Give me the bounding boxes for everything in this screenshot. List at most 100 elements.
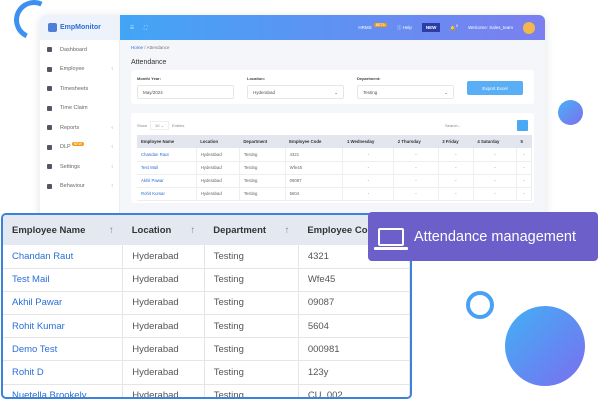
sidebar-item-reports[interactable]: Reports ‹: [40, 118, 119, 138]
column-header[interactable]: Employee Name: [137, 135, 197, 148]
employee-link[interactable]: Rohit Kumar: [3, 314, 124, 339]
employee-link[interactable]: Test Mail: [137, 161, 197, 175]
table-cell: Hyderabad: [196, 187, 240, 201]
help-label: Help: [402, 24, 412, 30]
attendance-cell: -: [473, 187, 517, 201]
sidebar-icon: [47, 86, 52, 92]
chevron-left-icon: ‹: [111, 144, 113, 151]
new-badge[interactable]: NEW: [421, 23, 441, 32]
table-cell: Testing: [239, 161, 286, 175]
chevron-left-icon: ‹: [111, 124, 113, 131]
top-header: ☰ ⛶ HRMS BETA ⓘ Help NEW 🔔0 Welcome: Sal…: [120, 15, 545, 40]
employee-link[interactable]: Akhil Pawar: [3, 291, 124, 316]
table-cell: Testing: [204, 268, 299, 292]
sidebar-item-timesheets[interactable]: Timesheets: [40, 79, 119, 99]
table-cell: 5604: [285, 187, 344, 201]
table-cell: Hyderabad: [122, 360, 205, 385]
sidebar-item-dlp[interactable]: DLP NEW ‹: [40, 138, 119, 158]
laptop-icon: [374, 227, 408, 250]
search-button[interactable]: [517, 119, 528, 131]
avatar[interactable]: [523, 21, 535, 34]
attendance-cell: -: [393, 148, 439, 162]
sidebar-item-behaviour[interactable]: Behaviour ‹: [40, 177, 119, 197]
hrms-link[interactable]: HRMS BETA: [358, 23, 387, 30]
menu-icon[interactable]: ☰: [130, 24, 135, 30]
sidebar-item-label: Reports: [60, 124, 80, 131]
help-link[interactable]: ⓘ Help: [396, 24, 412, 30]
employee-link[interactable]: Chandan Raut: [3, 245, 124, 269]
bell-icon[interactable]: 🔔0: [450, 23, 459, 31]
callout-label: Attendance management: [414, 228, 577, 245]
sort-icon[interactable]: ↑: [284, 224, 290, 236]
attendance-table-zoomed: Employee Name ↑ Location ↑ Department ↑ Employ…: [3, 215, 410, 397]
employee-link[interactable]: Chandan Raut: [137, 148, 197, 162]
column-header[interactable]: Location: [196, 135, 240, 148]
fullscreen-icon[interactable]: ⛶: [144, 25, 148, 30]
column-header: 1 Wednesday: [342, 135, 394, 148]
column-header[interactable]: Employee Code: [285, 135, 343, 148]
sidebar-item-dashboard[interactable]: Dashboard: [40, 40, 119, 60]
department-value: Testing: [363, 90, 378, 95]
column-header-label: Employee Name: [12, 224, 86, 236]
table-row: Rohit D Hyderabad Testing 123y: [3, 360, 410, 385]
table-row: Demo Test Hyderabad Testing 000981: [3, 337, 410, 362]
table-cell: Testing: [239, 148, 286, 162]
attendance-cell: -: [438, 187, 474, 201]
table-cell: Wfe45: [298, 268, 410, 292]
table-row: Chandan Raut Hyderabad Testing 4321- - - - -: [137, 148, 533, 162]
beta-badge: BETA: [373, 23, 387, 27]
location-value: Hyderabad: [253, 90, 276, 95]
column-header-label: Location: [131, 224, 172, 236]
location-select[interactable]: Hyderabad ⌄: [247, 85, 344, 99]
employee-link[interactable]: Rohit Kumar: [137, 187, 197, 201]
table-cell: Hyderabad: [196, 148, 240, 162]
sidebar-item-time-claim[interactable]: Time Claim: [40, 99, 119, 119]
welcome-text: Welcome: Sales_team: [468, 25, 513, 30]
employee-link[interactable]: Rohit D: [3, 360, 124, 385]
employee-link[interactable]: Akhil Pawar: [137, 174, 197, 188]
attendance-cell: -: [342, 187, 395, 201]
sort-icon[interactable]: ↑: [190, 224, 196, 236]
month-input[interactable]: May/2024: [137, 85, 234, 99]
column-header-label: Employee Code: [307, 224, 379, 236]
logo[interactable]: EmpMonitor: [40, 15, 119, 40]
column-header[interactable]: Department: [239, 135, 286, 148]
entries-select[interactable]: 10 ⌄: [150, 120, 169, 130]
sort-icon[interactable]: ↑: [108, 224, 114, 236]
table-row: Chandan Raut Hyderabad Testing 4321: [3, 245, 410, 269]
sidebar-icon: [47, 105, 52, 111]
column-header[interactable]: Department ↑: [204, 215, 299, 245]
attendance-management-callout: Attendance management: [368, 212, 598, 261]
attendance-cell: -: [516, 174, 533, 188]
table-cell: Testing: [204, 291, 299, 316]
employee-link[interactable]: Nuetella Brookely: [3, 384, 124, 397]
employee-link[interactable]: Test Mail: [3, 268, 124, 292]
table-cell: Hyderabad: [122, 245, 205, 269]
chevron-down-icon: ⌄: [334, 90, 338, 95]
attendance-cell: -: [473, 148, 517, 162]
sidebar-icon: [47, 125, 52, 131]
column-header: 4 Saturday: [473, 135, 517, 148]
column-header[interactable]: Employee Name ↑: [3, 215, 123, 245]
employee-link[interactable]: Demo Test: [3, 337, 124, 362]
table-cell: Hyderabad: [122, 384, 205, 397]
decor-ring-small: [466, 291, 494, 319]
export-excel-button[interactable]: Export Excel: [467, 81, 523, 95]
chevron-left-icon: ‹: [111, 183, 113, 190]
table-cell: 123y: [298, 360, 410, 385]
sidebar-item-settings[interactable]: Settings ‹: [40, 157, 119, 177]
attendance-cell: -: [438, 161, 474, 175]
column-header: 5: [516, 135, 532, 148]
column-header[interactable]: Location ↑: [122, 215, 205, 245]
table-row: Akhil Pawar Hyderabad Testing 09087- - - - -: [137, 174, 533, 188]
attendance-cell: -: [516, 148, 533, 162]
department-select[interactable]: Testing ⌄: [357, 85, 454, 99]
search-input[interactable]: Search...: [445, 122, 462, 128]
sidebar-item-label: Dashboard: [60, 46, 87, 53]
sidebar-item-employee[interactable]: Employee ‹: [40, 60, 119, 80]
breadcrumb-home[interactable]: Home: [131, 45, 144, 50]
table-cell: Hyderabad: [196, 174, 240, 188]
table-row: Akhil Pawar Hyderabad Testing 09087: [3, 291, 410, 316]
month-label: Month/ Year:: [137, 76, 161, 81]
hrms-label: HRMS: [358, 25, 372, 30]
